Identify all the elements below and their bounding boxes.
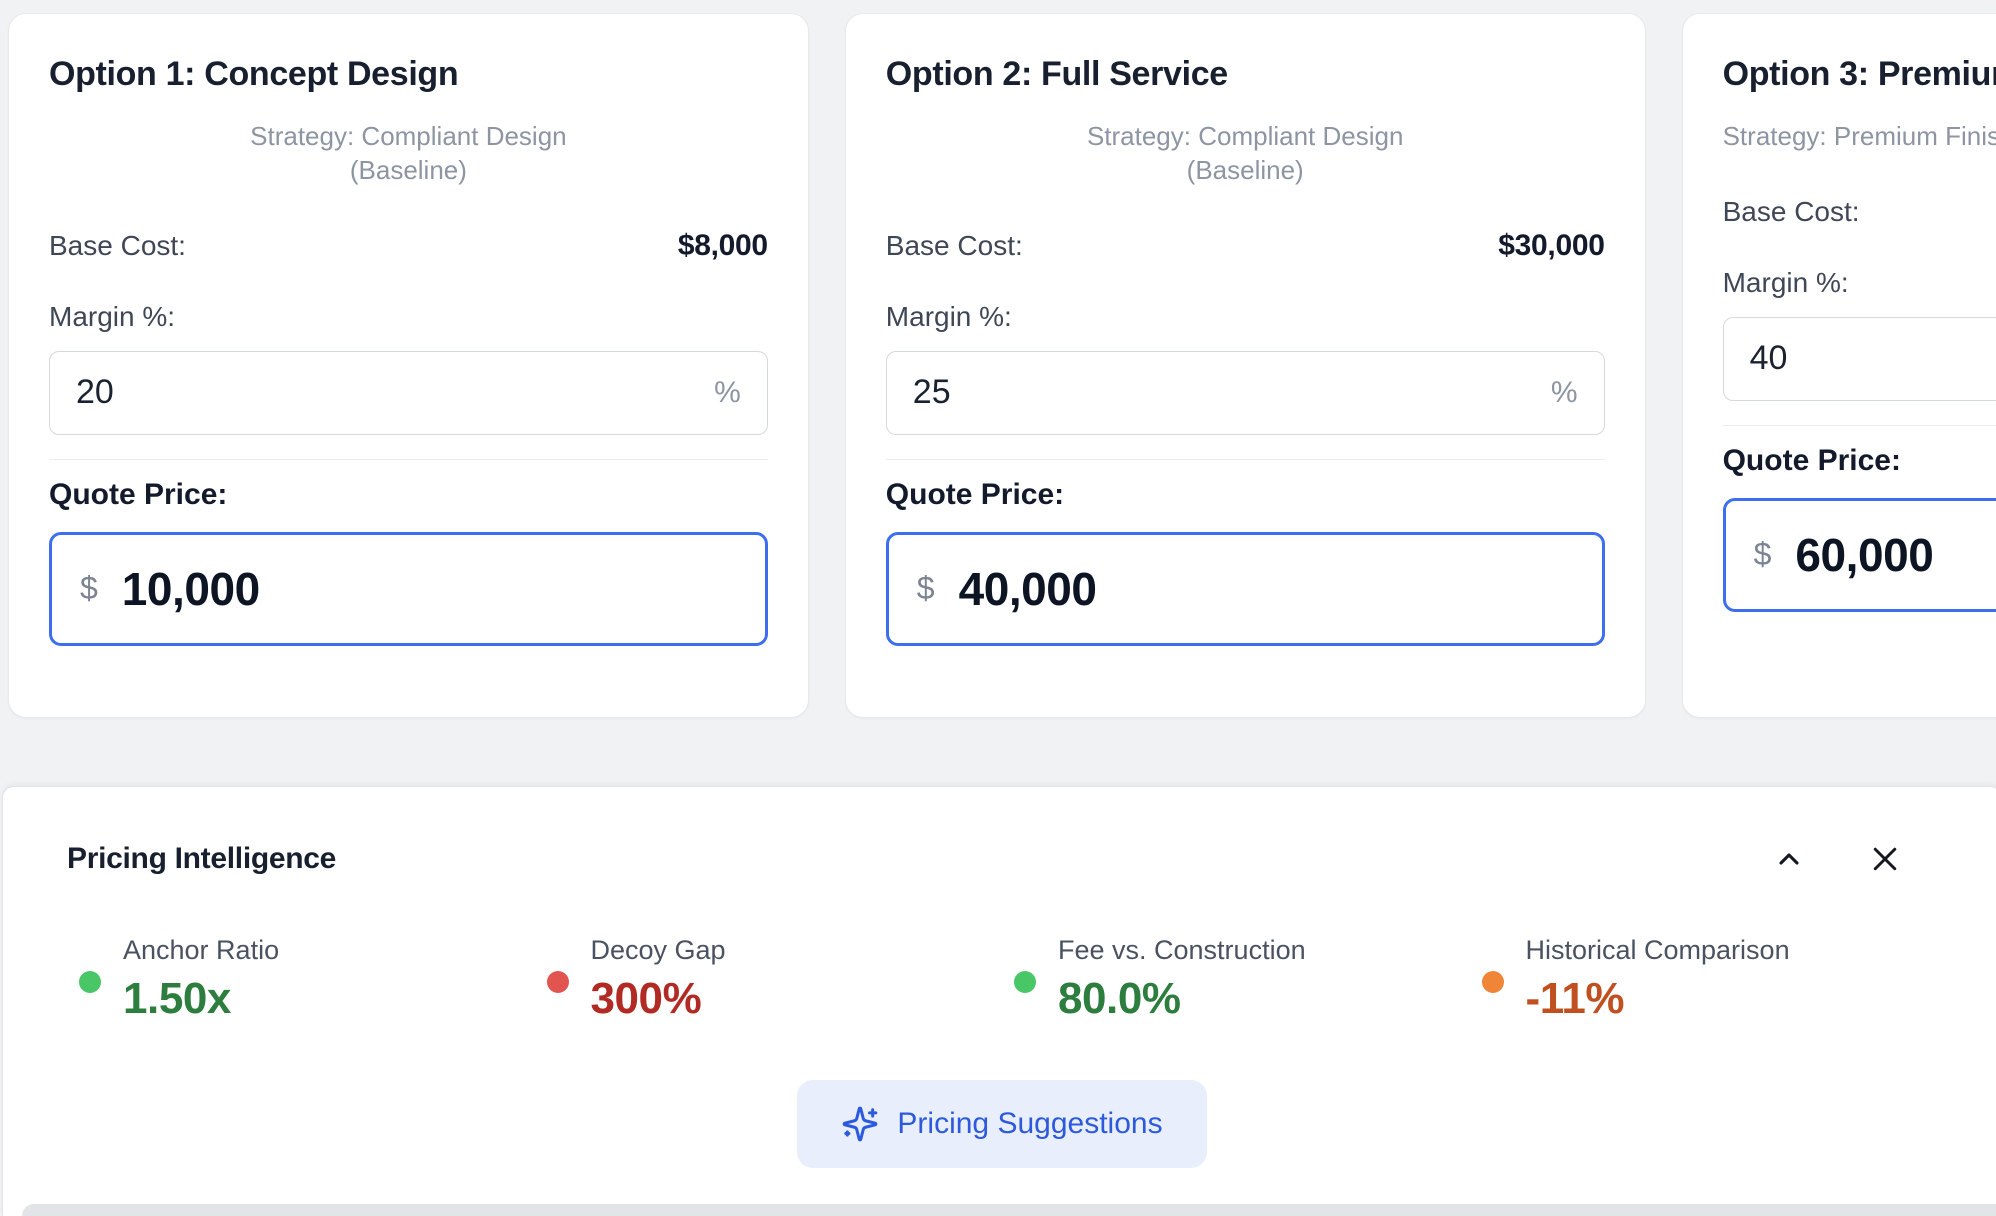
option-strategy: Strategy: Compliant Design (Baseline) [250,120,567,185]
metric-value: 300% [590,974,702,1023]
card-divider [1722,424,1996,426]
quote-price-input[interactable] [958,561,1574,616]
quote-price-label: Quote Price: [885,477,1065,511]
option-title: Option 3: Premium [1722,55,1996,93]
margin-input-shell: % [885,350,1605,435]
option-strategy: Strategy: Compliant Design (Baseline) [1086,120,1404,185]
close-icon [1867,841,1903,877]
status-dot [79,971,101,993]
card-divider [885,458,1605,460]
base-cost-value: $8,000 [677,228,768,262]
margin-label: Margin %: [1722,266,1849,298]
percent-suffix: % [1550,375,1578,409]
card-divider [49,458,768,460]
chevron-up-icon [1773,843,1805,875]
pricing-options-row: Option 1: Concept Design Strategy: Compl… [8,13,1996,718]
margin-input[interactable] [76,373,703,413]
base-cost-label: Base Cost: [49,229,186,261]
metric-value: -11% [1525,974,1625,1023]
metric-label: Decoy Gap [590,935,726,965]
metric-fee-vs-construction: Fee vs. Construction 80.0% [1002,935,1470,1024]
option-title: Option 1: Concept Design [49,55,459,93]
quote-price-label: Quote Price: [49,477,228,511]
metric-label: Fee vs. Construction [1058,935,1306,965]
quote-price-input[interactable] [1795,527,1996,582]
margin-label: Margin %: [49,300,176,332]
base-cost-label: Base Cost: [1722,195,1860,227]
quote-input-shell: $ [885,531,1605,646]
metric-label: Anchor Ratio [123,935,280,965]
metric-value: 80.0% [1058,974,1181,1023]
option-card-2: Option 2: Full Service Strategy: Complia… [844,13,1646,718]
currency-symbol: $ [80,570,98,607]
quote-price-label: Quote Price: [1722,443,1901,477]
option-strategy: Strategy: Premium Finish [1722,120,1996,151]
currency-symbol: $ [916,570,935,607]
metrics-row: Anchor Ratio 1.50x Decoy Gap 300% Fee vs… [67,935,1937,1024]
pricing-suggestions-label: Pricing Suggestions [897,1107,1163,1140]
pricing-intelligence-panel: Pricing Intelligence Anchor Ratio 1.50x [2,786,1996,1216]
metric-anchor-ratio: Anchor Ratio 1.50x [67,935,535,1024]
currency-symbol: $ [1753,536,1772,573]
quote-input-shell: $ [49,531,768,646]
percent-suffix: % [714,375,741,409]
pricing-suggestions-button[interactable]: Pricing Suggestions [797,1080,1207,1168]
status-dot [1014,971,1036,993]
margin-input-shell: % [1722,316,1996,401]
metric-decoy-gap: Decoy Gap 300% [535,935,1003,1024]
metric-historical-comparison: Historical Comparison -11% [1470,935,1938,1024]
quote-price-input[interactable] [121,561,737,616]
base-cost-label: Base Cost: [885,229,1023,261]
sparkles-icon [841,1105,879,1143]
underlying-content-edge [22,1204,1996,1216]
base-cost-value: $30,000 [1498,228,1605,262]
close-button[interactable] [1863,837,1907,881]
status-dot [1481,971,1504,993]
status-dot [546,971,569,993]
option-card-3: Option 3: Premium Strategy: Premium Fini… [1681,13,1996,718]
quote-input-shell: $ [1722,497,1996,612]
metric-label: Historical Comparison [1525,935,1790,965]
panel-title: Pricing Intelligence [67,842,337,875]
margin-input[interactable] [912,373,1539,413]
margin-label: Margin %: [885,300,1012,332]
metric-value: 1.50x [123,974,231,1023]
option-title: Option 2: Full Service [885,55,1228,93]
margin-input[interactable] [1749,339,1996,379]
option-card-1: Option 1: Concept Design Strategy: Compl… [8,13,809,718]
margin-input-shell: % [49,350,768,435]
collapse-button[interactable] [1769,839,1809,879]
